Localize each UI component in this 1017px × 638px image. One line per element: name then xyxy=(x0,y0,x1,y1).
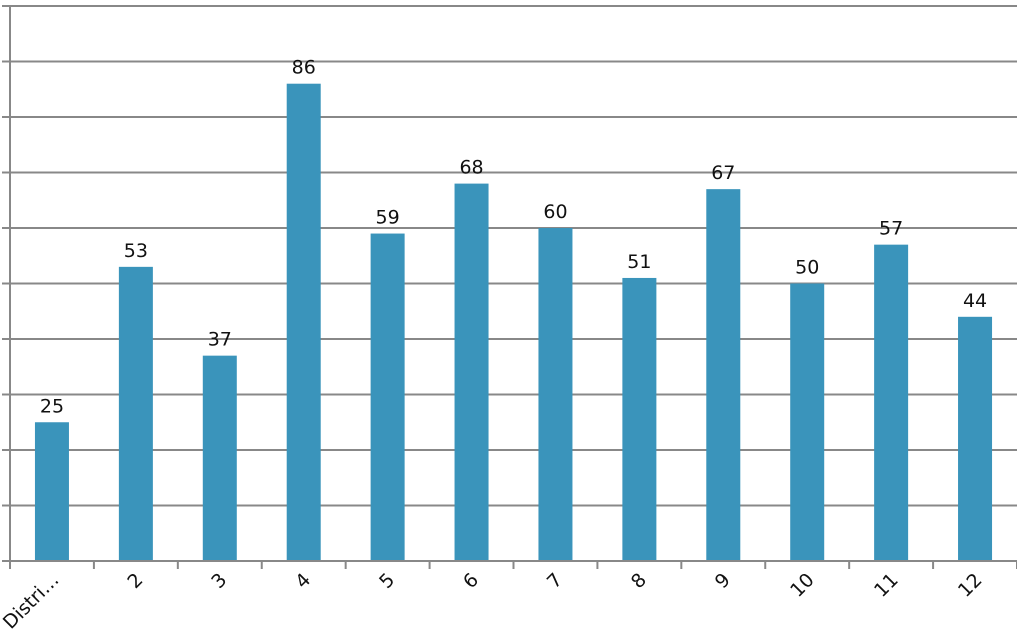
data-label-12: 44 xyxy=(963,290,987,312)
data-label-2: 53 xyxy=(124,240,148,262)
bar-2 xyxy=(118,266,153,561)
bar-1 xyxy=(34,422,69,561)
data-label-3: 37 xyxy=(208,329,232,351)
data-label-10: 50 xyxy=(795,257,819,279)
gridlines xyxy=(10,5,1017,507)
bar-7 xyxy=(538,228,573,561)
data-label-7: 60 xyxy=(543,201,567,223)
x-tick-label-6: 6 xyxy=(459,569,483,593)
bar-11 xyxy=(874,244,909,561)
x-tick-label-9: 9 xyxy=(711,569,735,593)
x-tick-labels: Distri… 2 3 4 5 6 7 8 9 10 11 12 xyxy=(0,569,987,634)
bar-3 xyxy=(202,355,237,561)
x-tick-label-7: 7 xyxy=(543,569,567,593)
x-tick-label-5: 5 xyxy=(375,569,399,593)
data-labels: 25 53 37 86 59 68 60 51 67 50 57 44 xyxy=(40,57,987,418)
x-tick-label-12: 12 xyxy=(954,569,987,602)
x-tick-label-11: 11 xyxy=(870,569,903,602)
x-tick-label-8: 8 xyxy=(627,569,651,593)
bar-5 xyxy=(370,233,405,562)
axes xyxy=(2,5,1017,569)
bar-10 xyxy=(790,283,825,561)
bar-9 xyxy=(706,189,741,561)
bars xyxy=(34,83,993,562)
bar-6 xyxy=(454,183,489,561)
x-tick-label-2: 2 xyxy=(123,569,147,593)
bar-12 xyxy=(958,316,993,561)
x-tick-label-10: 10 xyxy=(786,569,819,602)
data-label-1: 25 xyxy=(40,395,64,417)
x-tick-label-3: 3 xyxy=(207,569,231,593)
x-tick-label-1: Distri… xyxy=(0,569,63,634)
bar-4 xyxy=(286,83,321,561)
data-label-4: 86 xyxy=(292,57,316,79)
data-label-9: 67 xyxy=(711,162,735,184)
bar-8 xyxy=(622,277,657,561)
data-label-8: 51 xyxy=(627,251,651,273)
x-tick-label-4: 4 xyxy=(291,569,315,593)
data-label-11: 57 xyxy=(879,218,903,240)
data-label-5: 59 xyxy=(376,207,400,229)
data-label-6: 68 xyxy=(459,157,483,179)
